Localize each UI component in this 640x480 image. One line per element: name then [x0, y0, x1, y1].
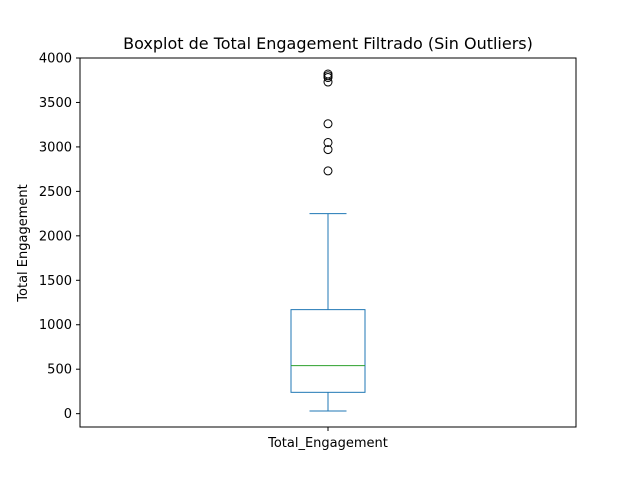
y-tick-label: 3000 [39, 140, 72, 155]
y-tick-label: 2000 [39, 229, 72, 244]
outlier-point [323, 166, 333, 176]
y-tick-label: 4000 [39, 52, 72, 67]
y-tick-label: 3500 [39, 96, 72, 111]
outlier-point [323, 137, 333, 147]
iqr-box [290, 309, 366, 393]
y-tick-label: 1500 [39, 274, 72, 289]
y-axis-label: Total Engagement [16, 184, 31, 302]
y-tick-label: 1000 [39, 318, 72, 333]
y-tick-label: 500 [47, 363, 72, 378]
outlier-point [323, 119, 333, 129]
chart-title: Boxplot de Total Engagement Filtrado (Si… [123, 34, 533, 53]
y-tick-label: 2500 [39, 185, 72, 200]
x-tick-label: Total_Engagement [267, 436, 388, 451]
plot-area-frame [79, 57, 577, 428]
outlier-point [323, 71, 333, 81]
outlier-point [323, 145, 333, 155]
outlier-point [323, 69, 333, 79]
y-tick-label: 0 [64, 407, 72, 422]
